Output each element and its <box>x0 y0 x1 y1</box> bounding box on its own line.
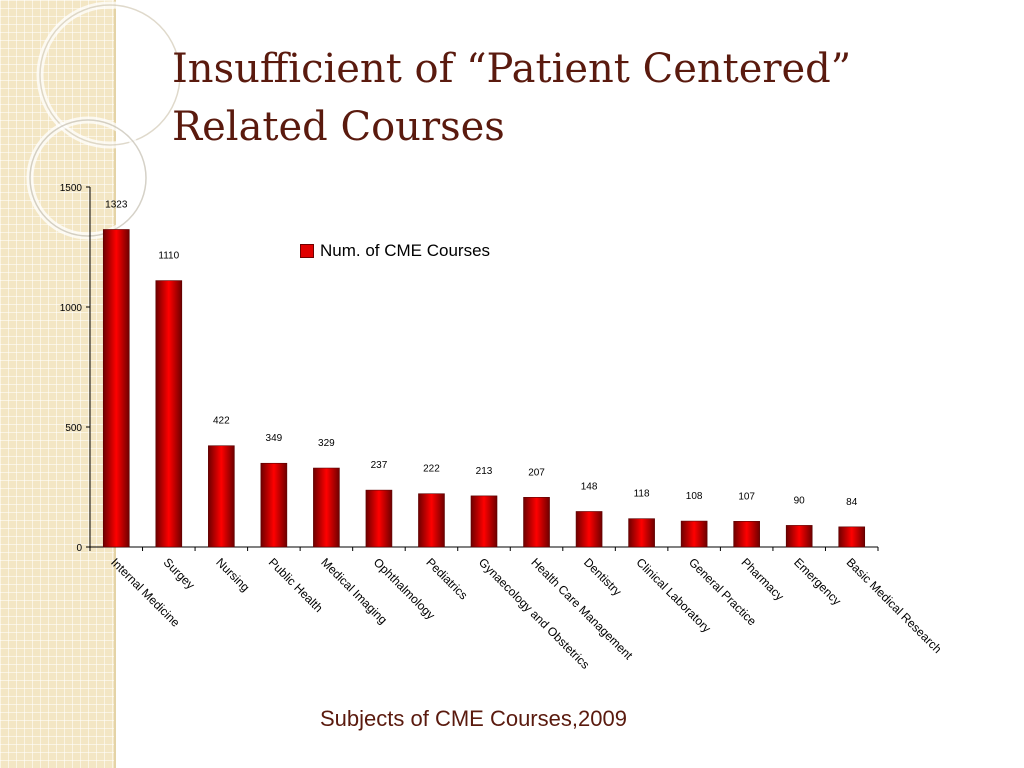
data-label: 422 <box>213 416 230 427</box>
data-label: 107 <box>738 491 755 502</box>
category-label: Health Care Management <box>528 555 636 663</box>
category-label: Dentistry <box>581 555 624 598</box>
data-label: 349 <box>266 433 283 444</box>
data-label: 90 <box>794 495 806 506</box>
data-label: 148 <box>581 481 598 492</box>
bar <box>155 280 183 548</box>
data-label: 213 <box>476 466 493 477</box>
category-label: Public Health <box>266 555 326 615</box>
bar <box>523 497 550 548</box>
data-label: 1323 <box>105 199 128 210</box>
category-label: Nursing <box>213 555 252 594</box>
category-label: Basic Medical Research <box>844 555 945 656</box>
bar <box>628 518 655 548</box>
bar <box>102 229 130 548</box>
legend-swatch <box>300 244 314 258</box>
y-tick-label: 500 <box>65 423 82 434</box>
bar <box>733 521 760 548</box>
y-tick-label: 0 <box>76 543 82 554</box>
data-label: 1110 <box>158 251 179 262</box>
slide-title: Insufficient of “Patient Centered” Relat… <box>172 46 852 150</box>
decorative-rings <box>26 1 184 240</box>
category-label: Surgey <box>161 555 198 592</box>
chart-legend: Num. of CME Courses <box>300 241 490 261</box>
bar <box>260 462 288 548</box>
bar <box>680 520 708 548</box>
category-label: Emergency <box>791 555 844 608</box>
bar <box>470 495 498 548</box>
data-label: 207 <box>528 467 545 478</box>
bar <box>575 511 603 548</box>
data-label: 84 <box>846 497 858 508</box>
category-label: Pharmacy <box>739 555 787 603</box>
bar <box>838 526 866 548</box>
category-label: Gynaecology and Obstetrics <box>476 555 592 671</box>
bar <box>785 525 813 548</box>
bar <box>313 467 340 548</box>
data-label: 237 <box>371 460 388 471</box>
chart-caption: Subjects of CME Courses,2009 <box>320 706 627 731</box>
bar <box>418 493 445 548</box>
y-tick-label: 1000 <box>60 303 83 314</box>
category-label: Pediatrics <box>423 555 470 602</box>
data-label: 329 <box>318 438 335 449</box>
legend-label: Num. of CME Courses <box>320 241 491 260</box>
bar <box>208 445 235 548</box>
data-label: 118 <box>634 489 650 500</box>
data-label: 222 <box>423 464 440 475</box>
bar <box>365 489 393 548</box>
data-label: 108 <box>686 491 703 502</box>
y-tick-label: 1500 <box>60 183 83 194</box>
